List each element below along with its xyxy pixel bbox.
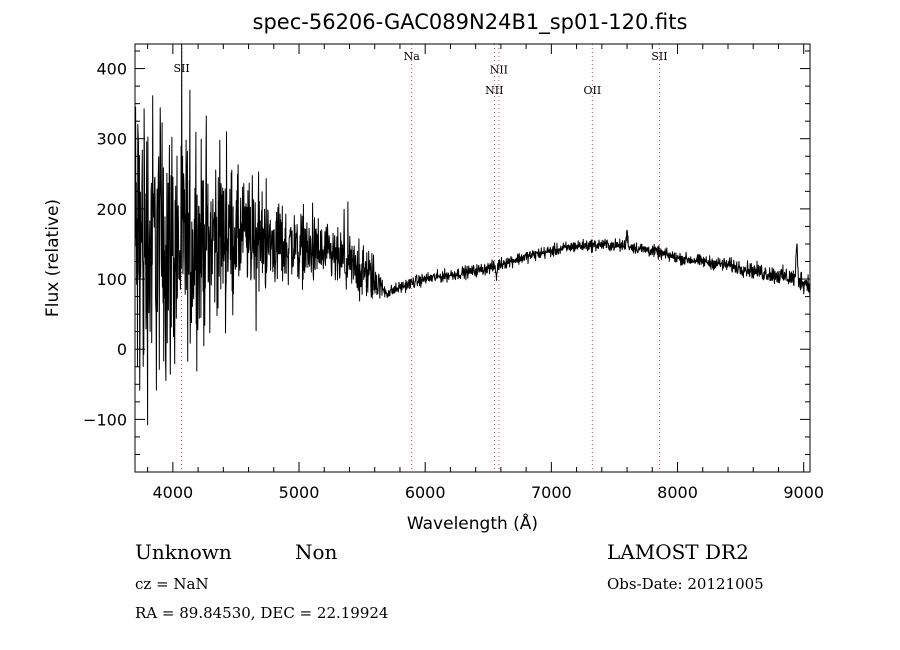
y-tick-label: 100 [96, 270, 127, 289]
line-label: SII [651, 50, 667, 63]
chart-title: spec-56206-GAC089N24B1_sp01-120.fits [252, 10, 688, 34]
y-tick-label: 300 [96, 130, 127, 149]
y-tick-label: 400 [96, 60, 127, 79]
spectrum-line [134, 43, 811, 426]
coordinates: RA = 89.84530, DEC = 22.19924 [135, 604, 389, 622]
y-tick-label: −100 [83, 410, 127, 429]
classification: Unknown [135, 540, 232, 564]
plot-frame [134, 43, 811, 473]
subclass: Non [295, 540, 338, 564]
line-label: Na [404, 50, 421, 63]
y-tick-label: 0 [117, 340, 127, 359]
x-tick-label: 5000 [279, 483, 320, 502]
line-label: NII [485, 84, 503, 97]
x-tick-label: 4000 [152, 483, 193, 502]
line-label: OII [584, 84, 602, 97]
survey-name: LAMOST DR2 [607, 540, 749, 564]
x-tick-label: 6000 [405, 483, 446, 502]
spectrum-series [134, 43, 811, 426]
line-label: NII [490, 63, 508, 76]
axis-ticks: 4000 5000 6000 7000 8000 9000 −100 0 100 200 300 40… [83, 44, 824, 502]
y-tick-label: 200 [96, 200, 127, 219]
x-tick-label: 9000 [783, 483, 824, 502]
x-axis-label: Wavelength (Å) [407, 512, 538, 534]
redshift: cz = NaN [135, 575, 209, 593]
x-tick-label: 7000 [531, 483, 572, 502]
x-tick-label: 8000 [657, 483, 698, 502]
y-axis-label: Flux (relative) [43, 199, 63, 317]
obs-date: Obs-Date: 20121005 [607, 575, 764, 593]
